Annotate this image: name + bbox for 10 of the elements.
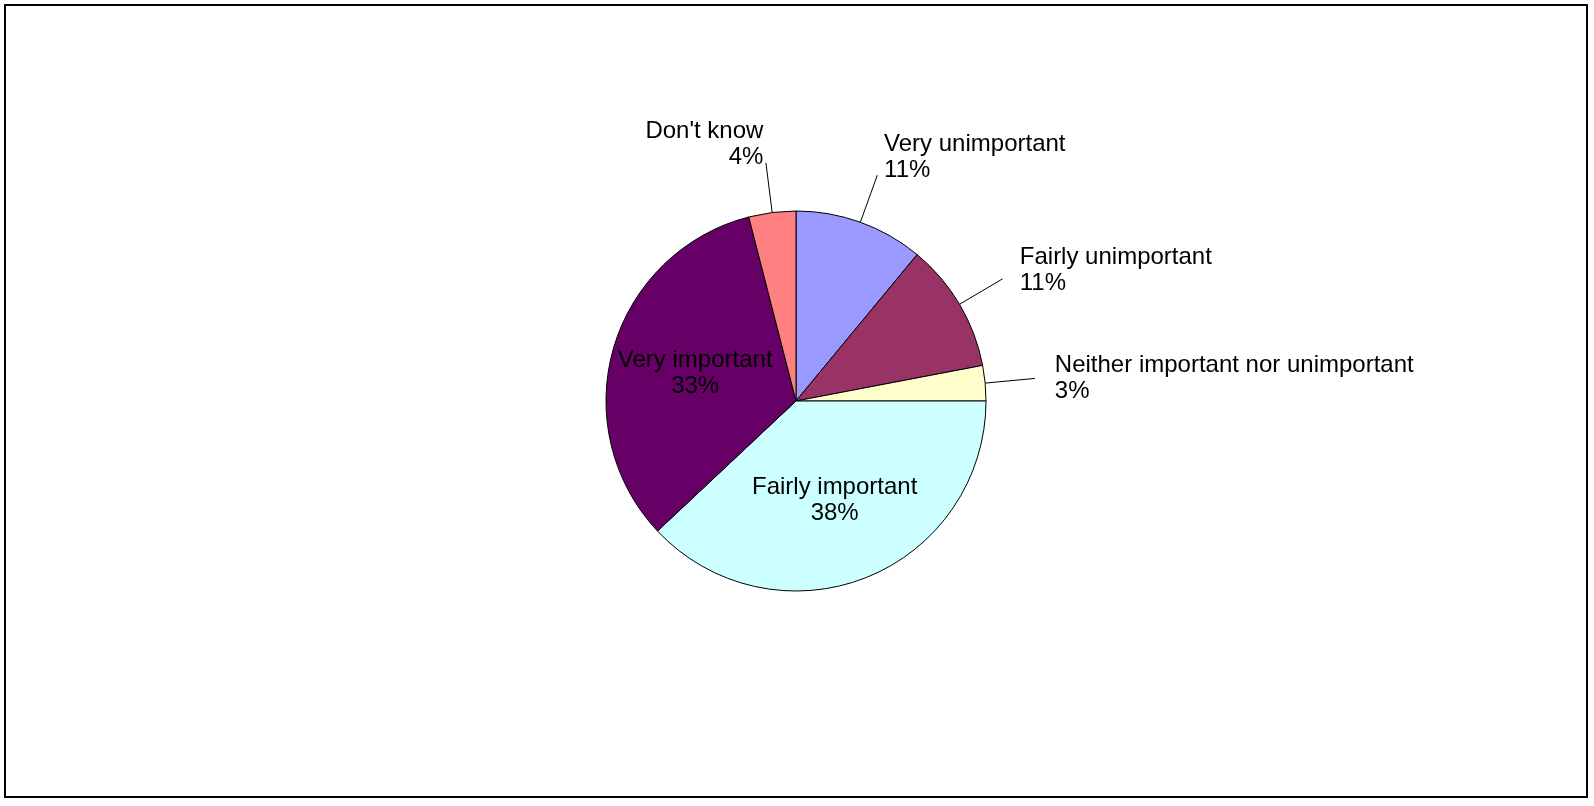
data-label: 4% xyxy=(728,142,764,170)
slice-label: Fairly unimportant xyxy=(1019,241,1213,269)
slice-label: Very unimportant xyxy=(884,129,1066,157)
slice-label: Don't know xyxy=(645,116,765,144)
slice-label: Fairly important xyxy=(751,471,918,499)
data-label: 11% xyxy=(1019,267,1067,295)
slice-label: Neither important nor unimportant xyxy=(1054,349,1415,377)
data-label: 3% xyxy=(1054,375,1090,403)
data-label: 11% xyxy=(884,155,931,183)
slice-label: Very important xyxy=(617,344,773,372)
